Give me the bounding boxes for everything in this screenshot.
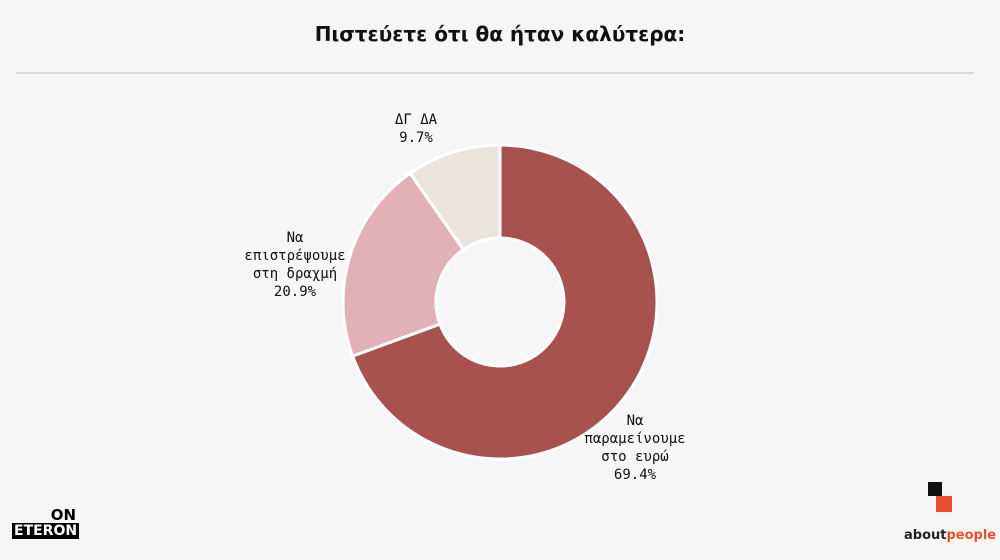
slice-label-text: στο ευρώ	[601, 449, 669, 465]
slice-label-remain-euro: Να παραμείνουμε στο ευρώ 69.4%	[560, 412, 710, 484]
slice-percent: 69.4%	[613, 467, 657, 483]
logo-mark-accent-icon	[936, 496, 952, 512]
slice-label-text: Να	[286, 230, 304, 246]
logo-text-bottom: ETERON	[12, 523, 80, 539]
slice-return-drachma	[341, 171, 466, 359]
title-divider	[16, 72, 974, 74]
slice-label-text: επιστρέψουμε	[244, 248, 346, 264]
logo-wordmark-prefix: about	[904, 528, 947, 543]
slice-label-text: στη δραχμή	[252, 266, 338, 282]
slice-percent: 9.7%	[399, 130, 433, 146]
slice-dk-na	[408, 143, 502, 252]
slice-label-text: Να	[626, 413, 644, 429]
logo-mark-icon	[928, 482, 942, 496]
slice-label-text: ΔΓ ΔΑ	[394, 112, 438, 128]
chart-title: Πιστεύετε ότι θα ήταν καλύτερα:	[314, 22, 686, 46]
logo-wordmark-suffix: people	[946, 528, 997, 543]
slice-label-dk-na: ΔΓ ΔΑ 9.7%	[356, 111, 476, 147]
slice-label-return-drachma: Να επιστρέψουμε στη δραχμή 20.9%	[220, 229, 370, 301]
oneteron-logo: ON ETERON	[12, 506, 80, 539]
slice-remain-euro	[350, 143, 659, 461]
slice-label-text: παραμείνουμε	[584, 431, 686, 447]
aboutpeople-logo: aboutpeople	[900, 482, 996, 543]
logo-text-top: ON	[50, 506, 76, 524]
logo-wordmark: aboutpeople	[904, 528, 996, 543]
slice-percent: 20.9%	[273, 284, 317, 300]
